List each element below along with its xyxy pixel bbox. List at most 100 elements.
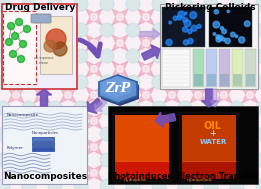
FancyBboxPatch shape bbox=[219, 49, 230, 87]
FancyArrow shape bbox=[155, 112, 176, 127]
Circle shape bbox=[116, 143, 123, 150]
Circle shape bbox=[116, 91, 123, 98]
Polygon shape bbox=[164, 139, 180, 155]
FancyBboxPatch shape bbox=[245, 49, 256, 87]
Circle shape bbox=[143, 170, 150, 177]
Polygon shape bbox=[216, 139, 232, 155]
Circle shape bbox=[64, 143, 72, 150]
Circle shape bbox=[74, 153, 88, 167]
Circle shape bbox=[169, 143, 175, 150]
Text: Pickering Colloids: Pickering Colloids bbox=[165, 3, 255, 12]
Circle shape bbox=[91, 143, 98, 150]
Circle shape bbox=[143, 66, 150, 73]
Polygon shape bbox=[86, 113, 102, 129]
Circle shape bbox=[169, 91, 175, 98]
Circle shape bbox=[91, 40, 98, 46]
Circle shape bbox=[143, 40, 150, 46]
Circle shape bbox=[166, 39, 172, 45]
Circle shape bbox=[194, 143, 201, 150]
FancyBboxPatch shape bbox=[209, 7, 252, 47]
Polygon shape bbox=[216, 35, 232, 51]
Circle shape bbox=[64, 118, 72, 125]
Circle shape bbox=[13, 143, 20, 150]
Polygon shape bbox=[138, 165, 154, 181]
Circle shape bbox=[91, 170, 98, 177]
Circle shape bbox=[256, 127, 261, 141]
Circle shape bbox=[143, 91, 150, 98]
FancyBboxPatch shape bbox=[232, 49, 243, 87]
Circle shape bbox=[230, 101, 244, 115]
Circle shape bbox=[204, 23, 218, 37]
Circle shape bbox=[22, 75, 36, 89]
Circle shape bbox=[230, 23, 244, 37]
Circle shape bbox=[13, 91, 20, 98]
Circle shape bbox=[216, 37, 221, 42]
Polygon shape bbox=[138, 9, 154, 25]
Polygon shape bbox=[101, 78, 139, 106]
Circle shape bbox=[48, 23, 62, 37]
Circle shape bbox=[221, 13, 228, 20]
Circle shape bbox=[183, 18, 188, 23]
Circle shape bbox=[100, 153, 114, 167]
Polygon shape bbox=[34, 113, 50, 129]
Circle shape bbox=[225, 38, 230, 44]
Circle shape bbox=[22, 179, 36, 189]
Circle shape bbox=[246, 40, 253, 46]
Circle shape bbox=[48, 0, 62, 11]
Text: OIL: OIL bbox=[204, 121, 222, 131]
Circle shape bbox=[13, 34, 17, 38]
Circle shape bbox=[185, 12, 187, 15]
Text: Photoinduced Electron Transfer: Photoinduced Electron Transfer bbox=[108, 172, 258, 181]
Polygon shape bbox=[86, 61, 102, 77]
Polygon shape bbox=[8, 9, 24, 25]
Circle shape bbox=[48, 75, 62, 89]
Circle shape bbox=[39, 170, 45, 177]
Polygon shape bbox=[138, 113, 154, 129]
Circle shape bbox=[116, 170, 123, 177]
Circle shape bbox=[39, 91, 45, 98]
Polygon shape bbox=[190, 61, 206, 77]
Circle shape bbox=[194, 91, 201, 98]
Circle shape bbox=[9, 24, 13, 28]
Circle shape bbox=[221, 170, 228, 177]
Circle shape bbox=[218, 35, 223, 40]
FancyBboxPatch shape bbox=[115, 161, 169, 179]
Circle shape bbox=[48, 49, 62, 63]
Circle shape bbox=[74, 179, 88, 189]
Polygon shape bbox=[112, 113, 128, 129]
Polygon shape bbox=[190, 139, 206, 155]
FancyBboxPatch shape bbox=[182, 161, 236, 179]
Circle shape bbox=[100, 75, 114, 89]
Polygon shape bbox=[60, 165, 76, 181]
Circle shape bbox=[8, 22, 15, 29]
Polygon shape bbox=[100, 76, 132, 98]
Polygon shape bbox=[60, 9, 76, 25]
Polygon shape bbox=[8, 139, 24, 155]
Polygon shape bbox=[8, 61, 24, 77]
Circle shape bbox=[222, 29, 227, 34]
Circle shape bbox=[221, 40, 228, 46]
Polygon shape bbox=[138, 87, 154, 103]
Circle shape bbox=[39, 40, 45, 46]
Circle shape bbox=[100, 179, 114, 189]
Circle shape bbox=[126, 49, 140, 63]
FancyArrow shape bbox=[211, 89, 220, 107]
FancyBboxPatch shape bbox=[31, 14, 51, 23]
FancyArrow shape bbox=[87, 98, 102, 113]
Circle shape bbox=[244, 21, 250, 26]
FancyBboxPatch shape bbox=[206, 49, 217, 87]
Circle shape bbox=[183, 40, 188, 45]
Circle shape bbox=[246, 66, 253, 73]
Circle shape bbox=[230, 75, 244, 89]
Polygon shape bbox=[216, 61, 232, 77]
Circle shape bbox=[91, 66, 98, 73]
Circle shape bbox=[91, 13, 98, 20]
Polygon shape bbox=[112, 165, 128, 181]
Circle shape bbox=[178, 153, 192, 167]
Circle shape bbox=[13, 170, 20, 177]
Polygon shape bbox=[138, 61, 154, 77]
Circle shape bbox=[64, 13, 72, 20]
Circle shape bbox=[74, 75, 88, 89]
Circle shape bbox=[100, 101, 114, 115]
Polygon shape bbox=[164, 35, 180, 51]
